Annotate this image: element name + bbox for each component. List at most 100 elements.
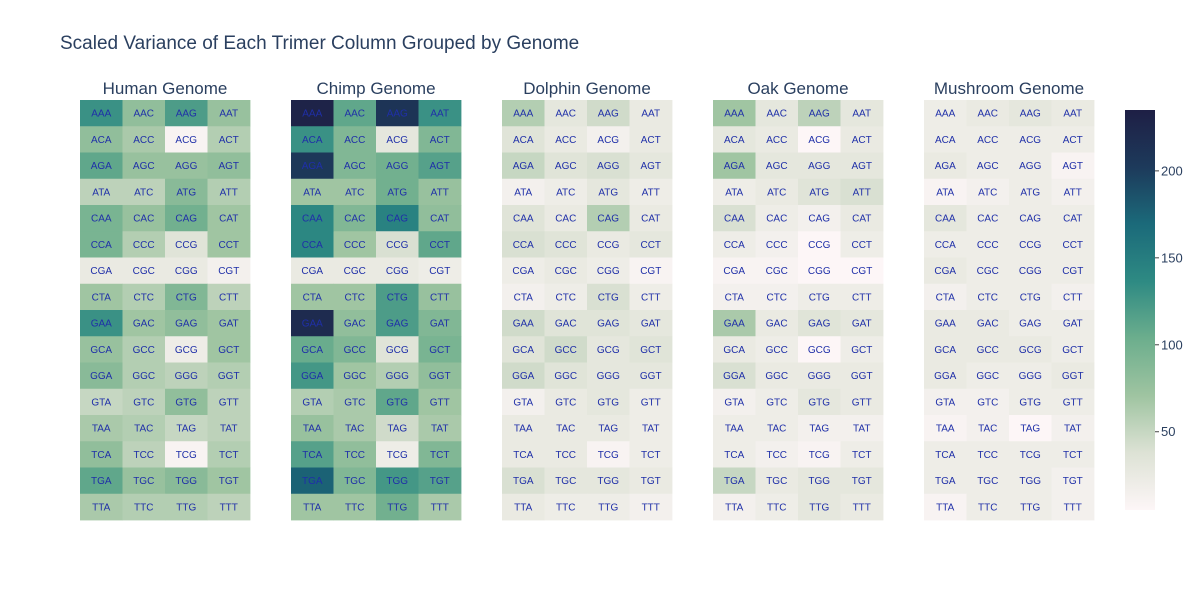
cell-label: ACC <box>344 135 365 146</box>
heatmap-cell <box>966 205 1010 232</box>
heatmap-cell <box>502 362 545 390</box>
cell-label: ACT <box>641 135 661 146</box>
heatmap-cell <box>207 467 251 495</box>
heatmap-cell <box>713 178 756 206</box>
cell-label: CAC <box>133 214 154 225</box>
heatmap-cell <box>544 388 588 416</box>
cell-label: TAG <box>1020 424 1040 435</box>
heatmap-cell <box>966 415 1010 442</box>
cell-label: TTT <box>220 502 238 513</box>
heatmap-cell <box>840 231 884 258</box>
cell-label: ATG <box>387 187 407 198</box>
heatmap-cell <box>587 231 630 258</box>
cell-label: TCA <box>935 450 955 461</box>
heatmap-cell <box>1009 257 1052 285</box>
cell-label: GTC <box>344 397 365 408</box>
cell-label: AGA <box>302 161 323 172</box>
heatmap-cell <box>587 100 630 127</box>
heatmap-cell <box>80 493 123 521</box>
heatmap-cell <box>376 310 419 337</box>
heatmap-cell <box>966 362 1010 390</box>
heatmap-cell <box>165 388 208 416</box>
cell-label: TTT <box>642 502 660 513</box>
heatmap-cell <box>629 205 673 232</box>
heatmap-cell <box>122 126 166 153</box>
heatmap-cell <box>122 336 166 363</box>
heatmap-cell <box>418 336 462 363</box>
heatmap-cell <box>502 152 545 180</box>
cell-label: CGG <box>175 266 198 277</box>
heatmap-cell <box>80 441 123 468</box>
heatmap-cell <box>165 310 208 337</box>
cell-label: AAT <box>430 109 449 120</box>
heatmap-cell <box>207 415 251 442</box>
heatmap-cell <box>1051 362 1095 390</box>
heatmap-cell <box>966 257 1010 285</box>
heatmap-cell <box>333 178 377 206</box>
cell-label: CCG <box>597 240 619 251</box>
heatmap-cell <box>755 388 799 416</box>
heatmap-cell <box>798 310 841 337</box>
heatmap-cell <box>418 126 462 153</box>
cell-label: AAC <box>555 109 576 120</box>
heatmap-cell <box>798 362 841 390</box>
heatmap-cell <box>840 100 884 127</box>
cell-label: ATA <box>92 187 110 198</box>
cell-label: CCG <box>1019 240 1041 251</box>
heatmap-cell <box>1051 467 1095 495</box>
cell-label: GAA <box>513 319 534 330</box>
heatmap-cell <box>544 283 588 311</box>
heatmap-panel-human-genome: Human Genome AAA AAC AAG AAT ACA ACC ACG ACT AGA A… <box>80 79 251 521</box>
cell-label: ATG <box>809 187 829 198</box>
cell-label: TCG <box>387 450 408 461</box>
heatmap-cell <box>629 336 673 363</box>
heatmap-cell <box>1009 493 1052 521</box>
heatmap-cell <box>165 178 208 206</box>
heatmap-cell <box>629 126 673 153</box>
heatmap-cell <box>1051 336 1095 363</box>
heatmap-cell <box>333 231 377 258</box>
heatmap-cell <box>376 178 419 206</box>
heatmap-cell <box>544 152 588 180</box>
heatmap-cell <box>1051 100 1095 127</box>
cell-label: TGG <box>386 476 408 487</box>
heatmap-cell <box>165 231 208 258</box>
cell-label: CTC <box>977 292 998 303</box>
cell-label: ACA <box>513 135 534 146</box>
heatmap-cell <box>840 415 884 442</box>
heatmap-cell <box>798 257 841 285</box>
heatmap-cell <box>291 493 334 521</box>
heatmap-cell <box>165 415 208 442</box>
cell-label: GGG <box>175 371 199 382</box>
cell-label: CGC <box>555 266 577 277</box>
cell-label: CTC <box>766 292 787 303</box>
cell-label: CAA <box>724 214 745 225</box>
heatmap-cell <box>207 388 251 416</box>
cell-label: TAA <box>936 424 955 435</box>
cell-label: TTA <box>725 502 743 513</box>
cell-label: ACT <box>852 135 872 146</box>
heatmap-cell <box>587 283 630 311</box>
heatmap-cell <box>587 415 630 442</box>
cell-label: CTG <box>176 292 197 303</box>
heatmap-cell <box>122 388 166 416</box>
heatmap-cell <box>966 283 1010 311</box>
heatmap-cell <box>165 441 208 468</box>
heatmap-cell <box>924 205 967 232</box>
heatmap-cell <box>418 152 462 180</box>
cell-label: TAT <box>220 424 237 435</box>
cell-label: CAA <box>302 214 323 225</box>
cell-label: TCC <box>555 450 576 461</box>
cell-label: TAT <box>1064 424 1081 435</box>
cell-label: TTT <box>1064 502 1082 513</box>
heatmap-cell <box>418 231 462 258</box>
heatmap-cell <box>207 152 251 180</box>
cell-label: TAG <box>176 424 196 435</box>
heatmap-cell <box>755 283 799 311</box>
cell-label: TGG <box>597 476 619 487</box>
heatmap-cell <box>798 205 841 232</box>
cell-label: CCA <box>513 240 534 251</box>
heatmap-cell <box>1009 152 1052 180</box>
